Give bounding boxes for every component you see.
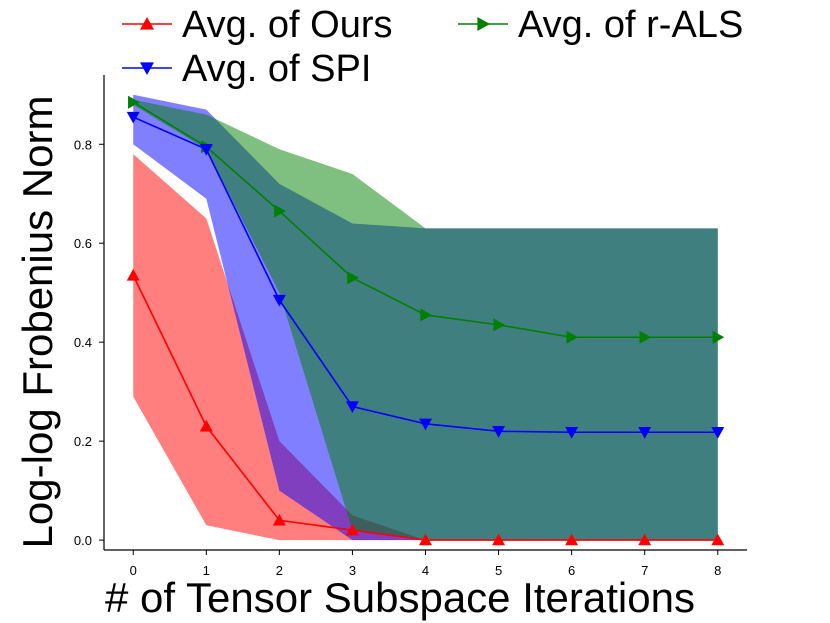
- marker-series-3-point-3: [347, 271, 359, 285]
- x-tick-label-7: 7: [641, 563, 648, 578]
- x-axis-title: # of Tensor Subspace Iterations: [105, 574, 695, 621]
- marker-series-2-point-2: [272, 294, 286, 307]
- marker-series-2-point-4: [419, 418, 432, 431]
- marker-series-2-point-7: [638, 427, 652, 439]
- marker-series-2-point-5: [492, 426, 506, 438]
- x-ticks: 0 1 2 3 4 5 6 7 8: [130, 550, 721, 578]
- x-tick-label-3: 3: [349, 563, 356, 578]
- marker-series-3-point-7: [639, 330, 652, 344]
- y-tick-label-4: 0.8: [74, 137, 92, 152]
- marker-series-3-point-5: [493, 318, 506, 332]
- marker-series-2-point-6: [565, 427, 579, 439]
- legend-label-3: Avg. of r-ALS: [518, 4, 743, 46]
- y-tick-label-2: 0.4: [74, 335, 92, 350]
- x-tick-label-2: 2: [276, 563, 283, 578]
- x-tick-label-6: 6: [568, 563, 575, 578]
- x-tick-label-0: 0: [130, 563, 137, 578]
- marker-series-1-point-5: [492, 533, 506, 546]
- legend-marker-3: [477, 17, 490, 31]
- y-tick-label-1: 0.2: [74, 434, 92, 449]
- marker-series-1-point-8: [711, 533, 725, 546]
- marker-series-3-point-8: [712, 330, 725, 344]
- x-tick-label-5: 5: [495, 563, 502, 578]
- marker-series-3-point-4: [420, 308, 432, 322]
- marker-series-3-point-0: [128, 95, 140, 109]
- y-tick-label-3: 0.6: [74, 236, 92, 251]
- legend-label-2: Avg. of SPI: [182, 48, 371, 90]
- x-tick-label-1: 1: [203, 563, 210, 578]
- y-axis-title: Log-log Frobenius Norm: [14, 96, 61, 549]
- marker-series-3-point-6: [566, 330, 579, 344]
- marker-series-2-point-3: [345, 401, 359, 414]
- marker-series-2-point-8: [711, 427, 725, 439]
- marker-series-1-point-0: [126, 268, 140, 281]
- marker-series-1-point-1: [199, 419, 213, 432]
- marker-series-1-point-6: [565, 533, 579, 546]
- marker-series-2-point-0: [126, 111, 140, 124]
- marker-series-1-point-4: [419, 533, 432, 546]
- x-tick-label-4: 4: [422, 563, 429, 578]
- marker-series-1-point-7: [638, 533, 652, 546]
- x-tick-label-8: 8: [714, 563, 721, 578]
- series-markers: [126, 95, 725, 546]
- legend-label-1: Avg. of Ours: [182, 4, 393, 46]
- marker-series-3-point-2: [274, 204, 286, 218]
- y-tick-label-0: 0.0: [74, 533, 92, 548]
- y-ticks: 0.0 0.2 0.4 0.6 0.8: [74, 137, 104, 548]
- marker-series-2-point-1: [199, 144, 213, 156]
- marker-series-1-point-2: [272, 513, 286, 526]
- legend-marker-1: [140, 17, 154, 30]
- legend-marker-2: [140, 62, 154, 75]
- marker-series-1-point-3: [345, 523, 359, 536]
